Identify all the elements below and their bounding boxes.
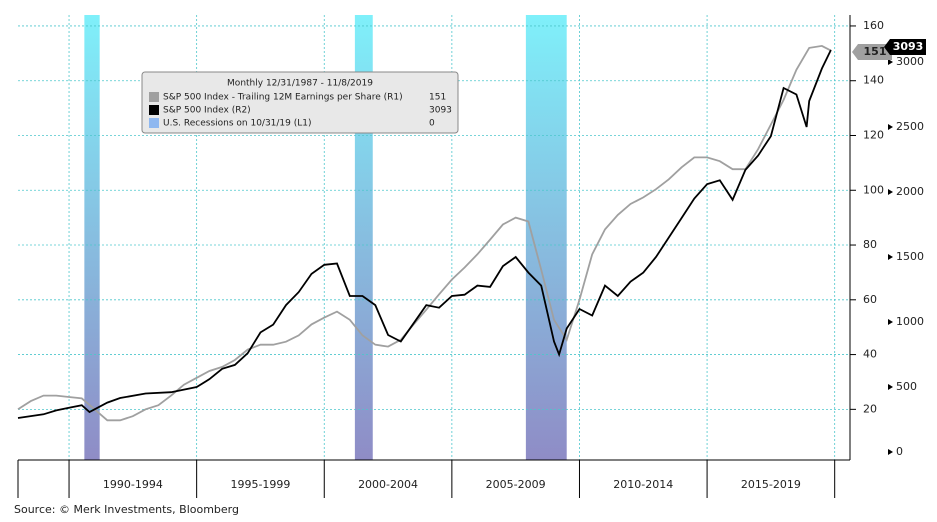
x-tick-label: 1990-1994	[103, 478, 163, 491]
series-line	[17, 44, 832, 422]
y-tick-label: 40	[863, 348, 877, 361]
y2-tick	[888, 124, 893, 131]
x-tick-label: 2005-2009	[486, 478, 546, 491]
y-tick-label: 160	[863, 19, 884, 32]
legend-label: U.S. Recessions on 10/31/19 (L1)	[163, 119, 312, 129]
y2-tick-label: 500	[896, 380, 917, 393]
y-tick-label: 60	[863, 293, 877, 306]
y2-tick-label: 1500	[896, 250, 924, 263]
x-tick-label: 2015-2019	[741, 478, 801, 491]
y2-tick	[888, 253, 893, 260]
recession-band	[84, 15, 100, 460]
y2-tick	[888, 189, 893, 196]
source: Source: © Merk Investments, Bloomberg	[14, 503, 239, 516]
series-line	[17, 49, 832, 419]
y2-tick-label: 2500	[896, 120, 924, 133]
y2-tick	[888, 318, 893, 325]
x-tick-label: 1995-1999	[230, 478, 290, 491]
y2-tick	[888, 383, 893, 390]
y-tick-label: 120	[863, 128, 884, 141]
legend: Monthly 12/31/1987 - 11/8/2019 S&P 500 In…	[141, 71, 459, 134]
legend-swatch	[149, 92, 159, 102]
y-tick-label: 100	[863, 183, 884, 196]
y2-tick-label: 0	[896, 445, 903, 458]
y2-tick-label: 2000	[896, 185, 924, 198]
legend-value: 3093	[429, 106, 452, 116]
legend-swatch	[149, 105, 159, 115]
x-tick-label: 2000-2004	[358, 478, 418, 491]
last-value-label: 3093	[893, 40, 924, 53]
legend-title: Monthly 12/31/1987 - 11/8/2019	[227, 79, 373, 89]
y2-tick	[888, 59, 893, 66]
legend-swatch	[149, 118, 159, 128]
legend-value: 0	[429, 119, 435, 129]
legend-value: 151	[429, 93, 446, 103]
y-tick-label: 20	[863, 402, 877, 415]
y-tick-label: 140	[863, 74, 884, 87]
legend-box	[141, 71, 459, 134]
last-value-box	[884, 39, 926, 55]
y2-tick-label: 3000	[896, 55, 924, 68]
legend-label: S&P 500 Index - Trailing 12M Earnings pe…	[163, 93, 403, 103]
y-tick-label: 80	[863, 238, 877, 251]
last-value-box	[852, 44, 892, 60]
y2-tick	[888, 448, 893, 455]
x-tick-label: 2010-2014	[613, 478, 673, 491]
y2-tick-label: 1000	[896, 315, 924, 328]
last-value-label: 151	[864, 45, 887, 58]
legend-label: S&P 500 Index (R2)	[163, 106, 251, 116]
